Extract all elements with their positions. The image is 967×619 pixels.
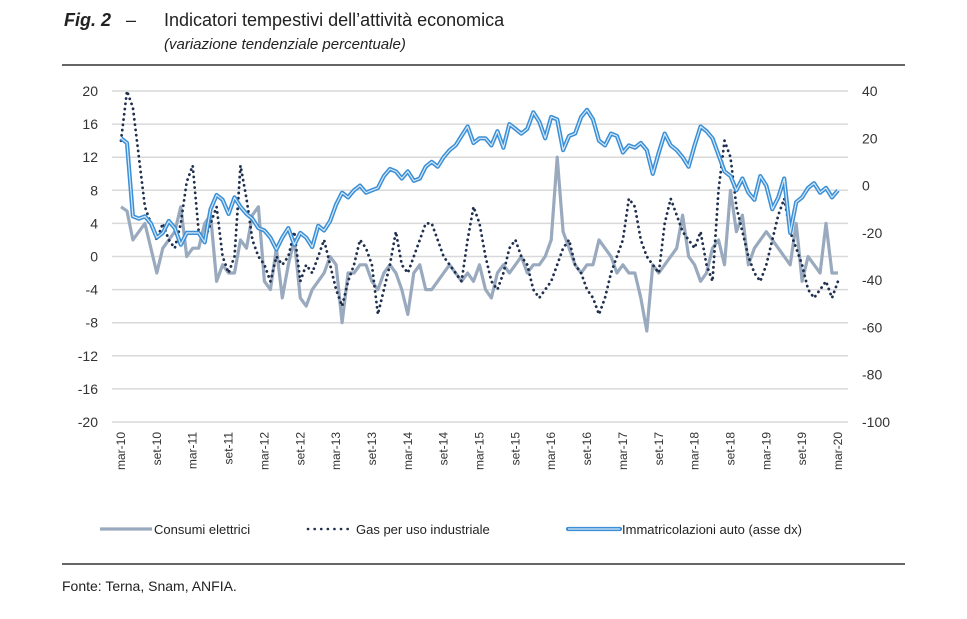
chart-title: Indicatori tempestivi dell’attività econ…	[164, 10, 505, 30]
y-left-tick-label: -4	[86, 282, 99, 298]
legend-label-immatricolazioni: Immatricolazioni auto (asse dx)	[622, 522, 802, 537]
legend-label-consumi: Consumi elettrici	[154, 522, 250, 537]
y-left-tick-label: -20	[78, 414, 98, 430]
x-tick-label: mar-13	[329, 432, 343, 470]
y-right-tick-label: 20	[862, 130, 878, 146]
x-tick-label: mar-20	[831, 432, 845, 470]
series-consumi-elettrici	[120, 155, 838, 333]
x-tick-label: set-18	[723, 432, 737, 466]
x-tick-label: mar-12	[257, 432, 271, 470]
series-immatricolazioni-auto	[119, 107, 840, 252]
y-right-tick-label: -100	[862, 414, 890, 430]
y-axis-left: 20 16 12 8 4 0 -4 -8 -12 -16 -20	[78, 83, 98, 430]
source-note: Fonte: Terna, Snam, ANFIA.	[62, 578, 237, 594]
x-tick-label: set-17	[652, 432, 666, 466]
x-tick-label: set-13	[365, 432, 379, 466]
y-left-tick-label: 4	[90, 215, 98, 231]
chart-subtitle: (variazione tendenziale percentuale)	[164, 36, 406, 53]
top-rule	[62, 64, 905, 66]
y-right-tick-label: -40	[862, 272, 882, 288]
x-tick-label: set-16	[580, 432, 594, 466]
y-axis-right: 40 20 0 -20 -40 -60 -80 -100	[862, 83, 890, 430]
y-right-tick-label: -80	[862, 367, 882, 383]
x-tick-label: set-14	[437, 432, 451, 466]
x-tick-label: set-11	[222, 432, 236, 465]
bottom-rule	[62, 563, 905, 565]
x-tick-label: mar-16	[544, 432, 558, 470]
x-tick-label: mar-15	[473, 432, 487, 470]
x-tick-label: set-12	[293, 432, 307, 466]
legend-label-gas: Gas per uso industriale	[356, 522, 490, 537]
series-gas-industriale	[119, 90, 840, 319]
x-tick-label: mar-14	[401, 432, 415, 470]
title-dash: –	[126, 10, 137, 30]
y-left-tick-label: -16	[78, 381, 98, 397]
x-tick-label: mar-11	[186, 432, 200, 469]
y-left-tick-label: 16	[82, 116, 98, 132]
x-tick-label: set-10	[150, 432, 164, 466]
y-right-tick-label: 40	[862, 83, 878, 99]
series-immatricolazioni-auto-inner	[120, 109, 839, 250]
y-right-tick-label: -20	[862, 225, 882, 241]
x-tick-label: mar-18	[688, 432, 702, 470]
y-left-tick-label: 8	[90, 182, 98, 198]
x-tick-label: mar-17	[616, 432, 630, 470]
y-right-tick-label: 0	[862, 178, 870, 194]
figure-number: Fig. 2	[64, 10, 112, 30]
x-tick-label: set-15	[508, 432, 522, 466]
y-left-tick-label: 12	[82, 149, 98, 165]
series-group	[119, 90, 840, 333]
figure-header: Fig. 2– Indicatori tempestivi dell’attivi…	[64, 8, 504, 32]
y-left-tick-label: 20	[82, 83, 98, 99]
x-tick-label: set-19	[795, 432, 809, 466]
y-left-tick-label: -8	[86, 315, 99, 331]
y-right-tick-label: -60	[862, 319, 882, 335]
y-left-tick-label: -12	[78, 348, 98, 364]
y-left-tick-label: 0	[90, 249, 98, 265]
legend: Consumi elettrici Gas per uso industriale…	[100, 522, 802, 537]
x-tick-label: mar-19	[759, 432, 773, 470]
x-tick-label: mar-10	[114, 432, 128, 470]
x-axis: mar-10 set-10 mar-11 set-11 mar-12 set-12 mar-…	[114, 432, 845, 470]
gridlines	[112, 90, 848, 423]
